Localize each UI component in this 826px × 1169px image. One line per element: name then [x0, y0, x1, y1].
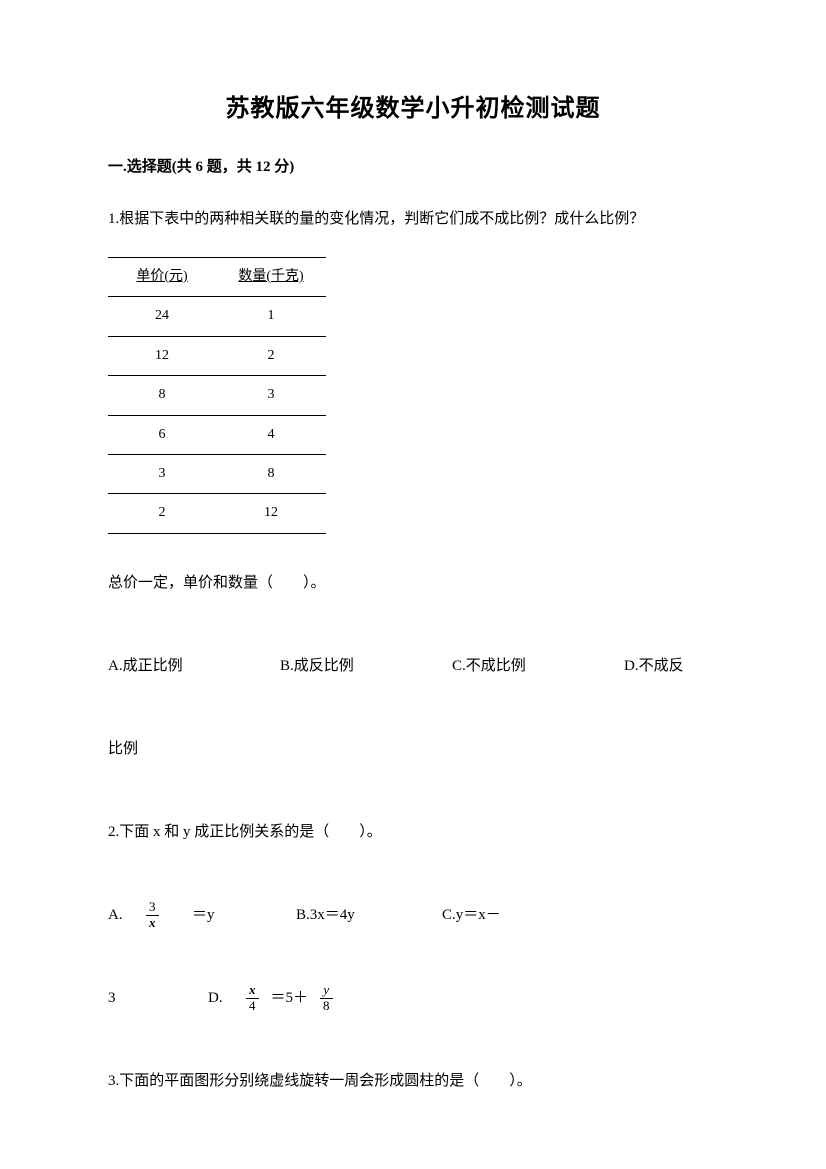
table-cell: 3 — [108, 454, 216, 493]
fraction-numerator: y — [320, 983, 332, 997]
fraction-icon: y 8 — [320, 983, 333, 1013]
table-cell: 8 — [216, 454, 326, 493]
fraction-icon: 3 x — [146, 900, 159, 930]
fraction-numerator: x — [246, 983, 259, 997]
table-cell: 2 — [216, 336, 326, 375]
q2-option-a-label: A. — [108, 896, 142, 935]
q2-option-c-wrap: 3 — [108, 979, 208, 1018]
question-2-text: 2.下面 x 和 y 成正比例关系的是（ ）。 — [108, 813, 718, 852]
fraction-denominator: x — [146, 915, 159, 930]
table-cell: 3 — [216, 376, 326, 415]
table-row: 2 12 — [108, 494, 326, 533]
question-1: 1.根据下表中的两种相关联的量的变化情况，判断它们成不成比例？成什么比例？ 单价… — [108, 200, 718, 769]
q2-options-row2: 3 D. x 4 ＝5＋ y 8 — [108, 979, 718, 1018]
fraction-numerator: 3 — [146, 900, 159, 914]
question-2: 2.下面 x 和 y 成正比例关系的是（ ）。 A. 3 x ＝y B.3x＝4… — [108, 813, 718, 1018]
q1-option-d: D.不成反 — [624, 647, 718, 686]
q1-options: A.成正比例 B.成反比例 C.不成比例 D.不成反 — [108, 647, 718, 686]
q1-option-d-wrap: 比例 — [108, 730, 718, 769]
table-row: 8 3 — [108, 376, 326, 415]
q2-options-row1: A. 3 x ＝y B.3x＝4y C.y＝x－ — [108, 896, 718, 935]
q1-option-b: B.成反比例 — [280, 647, 452, 686]
table-header-qty: 数量(千克) — [216, 258, 326, 297]
q1-option-a: A.成正比例 — [108, 647, 280, 686]
table-cell: 2 — [108, 494, 216, 533]
table-row: 3 8 — [108, 454, 326, 493]
q2-option-a-fraction: 3 x — [142, 900, 192, 930]
q2-option-d-eq: ＝5＋ — [271, 979, 309, 1018]
fraction-denominator: 8 — [320, 998, 333, 1013]
q2-option-d-label: D. — [208, 979, 242, 1018]
q2-option-a-eq: ＝y — [192, 896, 296, 935]
question-3: 3.下面的平面图形分别绕虚线旋转一周会形成圆柱的是（ ）。 — [108, 1062, 718, 1101]
table-cell: 4 — [216, 415, 326, 454]
table-row: 6 4 — [108, 415, 326, 454]
table-cell: 6 — [108, 415, 216, 454]
page-title: 苏教版六年级数学小升初检测试题 — [108, 88, 718, 123]
table-header-row: 单价(元) 数量(千克) — [108, 258, 326, 297]
table-cell: 24 — [108, 297, 216, 336]
table-row: 24 1 — [108, 297, 326, 336]
fraction-denominator: 4 — [246, 998, 259, 1013]
section-1-header: 一.选择题(共 6 题，共 12 分) — [108, 155, 718, 176]
q1-subtext: 总价一定，单价和数量（ ）。 — [108, 564, 718, 603]
q2-option-c: C.y＝x－ — [442, 896, 718, 935]
q1-option-c: C.不成比例 — [452, 647, 624, 686]
table-cell: 1 — [216, 297, 326, 336]
question-3-text: 3.下面的平面图形分别绕虚线旋转一周会形成圆柱的是（ ）。 — [108, 1062, 718, 1101]
table-row: 12 2 — [108, 336, 326, 375]
fraction-icon: x 4 — [246, 983, 259, 1013]
q2-option-b: B.3x＝4y — [296, 896, 442, 935]
question-1-text: 1.根据下表中的两种相关联的量的变化情况，判断它们成不成比例？成什么比例？ — [108, 200, 718, 239]
table-header-price: 单价(元) — [108, 258, 216, 297]
table-cell: 12 — [216, 494, 326, 533]
table-cell: 8 — [108, 376, 216, 415]
table-cell: 12 — [108, 336, 216, 375]
q1-data-table: 单价(元) 数量(千克) 24 1 12 2 8 3 6 4 3 — [108, 257, 326, 534]
